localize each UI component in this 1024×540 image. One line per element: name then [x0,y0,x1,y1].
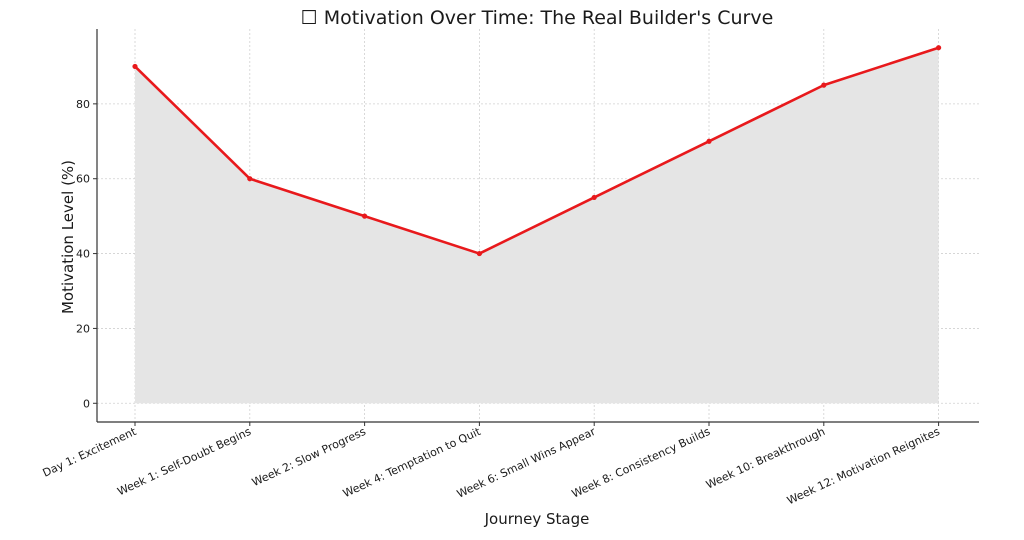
y-tick-label: 20 [76,322,90,335]
x-tick-label: Week 2: Slow Progress [250,425,368,489]
y-tick-label: 60 [76,173,90,186]
data-point [247,176,253,182]
data-point [591,194,597,201]
series-line [134,46,940,255]
x-tick-label: Week 10: Breakthrough [704,425,827,492]
axis-layer [96,29,979,423]
area-fill [135,47,939,404]
data-point [132,63,138,70]
line-layer [132,45,942,257]
y-tick-label: 80 [76,98,90,111]
y-axis-label: Motivation Level (%) [59,160,77,314]
x-tick-label: Day 1: Excitement [41,425,139,480]
x-axis-label: Journey Stage [484,510,590,528]
y-tick-label: 0 [83,397,90,410]
data-point [936,45,942,51]
data-point [476,250,482,257]
y-tick-layer: 0 20 40 60 80 [76,98,97,410]
area-layer [135,47,939,404]
data-point [362,213,368,219]
data-point [706,138,712,144]
y-tick-label: 40 [76,248,90,261]
data-point [821,82,827,88]
chart-title: ☐ Motivation Over Time: The Real Builder… [301,7,774,29]
